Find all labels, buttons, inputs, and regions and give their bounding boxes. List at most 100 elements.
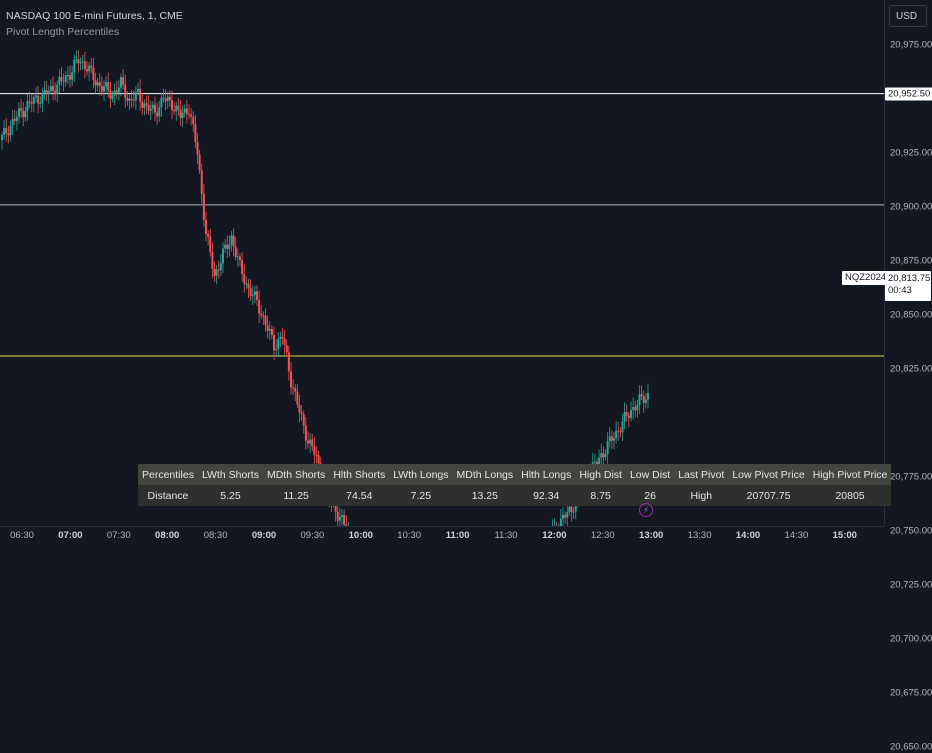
- candle[interactable]: [64, 71, 67, 87]
- candle[interactable]: [145, 96, 148, 115]
- candle[interactable]: [627, 411, 630, 428]
- candle[interactable]: [60, 67, 63, 86]
- candle[interactable]: [290, 361, 292, 395]
- candle[interactable]: [209, 228, 212, 257]
- candle[interactable]: [625, 404, 628, 422]
- candle[interactable]: [243, 264, 246, 293]
- candle[interactable]: [183, 104, 186, 118]
- candle[interactable]: [103, 80, 105, 101]
- candle[interactable]: [92, 57, 95, 89]
- candle[interactable]: [179, 99, 182, 126]
- candle[interactable]: [239, 253, 241, 267]
- candle[interactable]: [251, 285, 254, 305]
- candle[interactable]: [562, 506, 564, 526]
- candle[interactable]: [77, 50, 80, 73]
- candle[interactable]: [177, 97, 180, 116]
- candle[interactable]: [13, 109, 16, 125]
- candle[interactable]: [222, 242, 224, 274]
- candle[interactable]: [37, 85, 40, 114]
- candle[interactable]: [302, 410, 305, 434]
- candle[interactable]: [215, 265, 218, 285]
- candle[interactable]: [279, 331, 282, 348]
- candle[interactable]: [253, 285, 256, 304]
- candle[interactable]: [124, 74, 127, 108]
- candle[interactable]: [638, 385, 641, 415]
- candle[interactable]: [619, 427, 622, 438]
- candle[interactable]: [154, 96, 156, 121]
- candle[interactable]: [604, 449, 607, 461]
- candle[interactable]: [41, 87, 44, 113]
- candle[interactable]: [134, 86, 137, 110]
- candle[interactable]: [69, 65, 71, 88]
- candle[interactable]: [211, 242, 214, 279]
- candle[interactable]: [213, 261, 216, 282]
- candle[interactable]: [228, 235, 231, 257]
- candle[interactable]: [141, 92, 144, 115]
- candle[interactable]: [234, 237, 237, 261]
- candle[interactable]: [100, 76, 103, 96]
- candle[interactable]: [298, 394, 301, 423]
- candle[interactable]: [52, 76, 54, 101]
- candle[interactable]: [126, 91, 129, 106]
- candle[interactable]: [632, 397, 635, 420]
- candle[interactable]: [226, 235, 229, 259]
- candle[interactable]: [1, 131, 3, 150]
- candle[interactable]: [207, 230, 210, 246]
- candle[interactable]: [256, 285, 258, 307]
- candle[interactable]: [200, 163, 203, 204]
- candle[interactable]: [196, 132, 199, 165]
- candle[interactable]: [315, 446, 318, 464]
- candle[interactable]: [151, 101, 154, 115]
- symbol-title[interactable]: NASDAQ 100 E-mini Futures, 1, CME: [6, 10, 183, 22]
- candle[interactable]: [20, 98, 23, 119]
- candle[interactable]: [270, 325, 273, 340]
- candle[interactable]: [217, 260, 220, 279]
- candle[interactable]: [71, 65, 74, 86]
- candle[interactable]: [281, 327, 284, 345]
- candle[interactable]: [3, 119, 6, 140]
- candle[interactable]: [173, 101, 176, 115]
- candle[interactable]: [117, 79, 120, 101]
- chart-pane[interactable]: NASDAQ 100 E-mini Futures, 1, CME Pivot …: [0, 0, 884, 526]
- candle[interactable]: [630, 401, 632, 422]
- candle[interactable]: [28, 91, 31, 109]
- candle[interactable]: [181, 105, 184, 127]
- candle[interactable]: [128, 94, 131, 110]
- candle[interactable]: [96, 77, 99, 92]
- candle[interactable]: [120, 73, 122, 97]
- candle[interactable]: [171, 90, 173, 120]
- candle[interactable]: [258, 290, 261, 324]
- candle[interactable]: [113, 83, 116, 106]
- candle[interactable]: [156, 102, 159, 125]
- candle[interactable]: [287, 345, 290, 381]
- candle[interactable]: [75, 50, 78, 64]
- candle[interactable]: [22, 102, 25, 127]
- candle[interactable]: [347, 522, 349, 526]
- candle[interactable]: [122, 68, 125, 90]
- candle[interactable]: [81, 54, 84, 70]
- candle[interactable]: [137, 82, 139, 96]
- candle[interactable]: [264, 308, 267, 332]
- candle[interactable]: [205, 211, 207, 242]
- candle[interactable]: [345, 515, 348, 526]
- candle[interactable]: [30, 94, 33, 113]
- candle[interactable]: [11, 110, 14, 135]
- candle[interactable]: [73, 54, 76, 82]
- candle[interactable]: [241, 251, 244, 282]
- candle[interactable]: [636, 399, 639, 418]
- candle[interactable]: [336, 502, 339, 526]
- candle[interactable]: [292, 378, 295, 396]
- candle[interactable]: [236, 248, 239, 267]
- candle[interactable]: [162, 88, 165, 103]
- candle[interactable]: [273, 326, 275, 360]
- candle[interactable]: [600, 443, 603, 465]
- candle[interactable]: [188, 104, 190, 120]
- time-axis[interactable]: [0, 526, 884, 551]
- candle[interactable]: [24, 106, 27, 122]
- candle[interactable]: [15, 111, 18, 131]
- candle[interactable]: [245, 276, 248, 289]
- candle[interactable]: [642, 390, 645, 413]
- candle[interactable]: [260, 304, 263, 320]
- candle[interactable]: [160, 92, 163, 117]
- candle[interactable]: [262, 311, 265, 326]
